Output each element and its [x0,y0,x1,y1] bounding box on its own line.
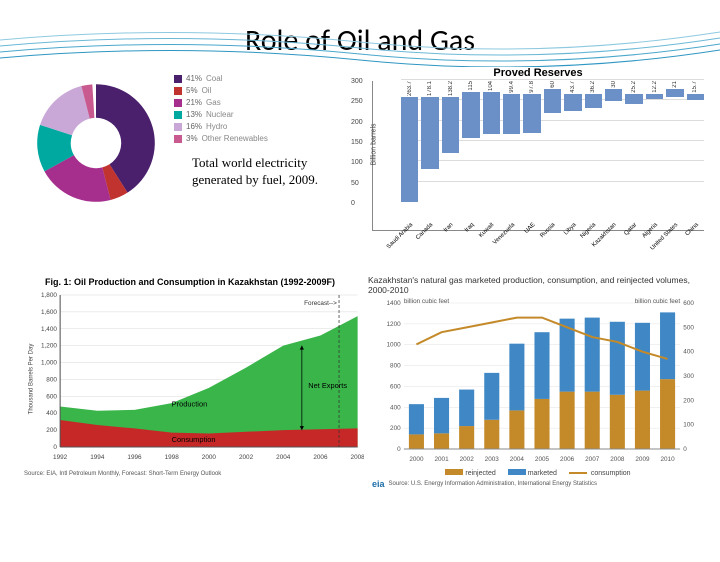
page-title: Role of Oil and Gas [0,22,720,59]
svg-text:500: 500 [683,325,694,332]
svg-text:2000: 2000 [409,457,424,464]
svg-text:2009: 2009 [635,457,650,464]
svg-text:1,400: 1,400 [41,326,58,333]
svg-text:0: 0 [397,447,401,454]
svg-text:400: 400 [683,349,694,356]
svg-text:2006: 2006 [560,457,575,464]
svg-text:600: 600 [390,384,401,391]
kz-oil-chart: 0 200 400 600 800 1,000 1,200 1,400 1,600 1,800 19… [24,289,364,469]
svg-text:200: 200 [683,398,694,405]
donut-caption: Total world electricity generated by fue… [192,155,332,189]
svg-text:0: 0 [53,444,57,451]
svg-text:2008: 2008 [610,457,625,464]
kz-gas-title: Kazakhstan's natural gas marketed produc… [368,275,708,295]
svg-text:1994: 1994 [90,454,105,461]
svg-text:2006: 2006 [313,454,328,461]
svg-text:1,800: 1,800 [41,292,58,299]
svg-text:2004: 2004 [276,454,291,461]
svg-text:400: 400 [46,410,57,417]
reserves-panel: Proved Reserves Billion barrels 263.7Sau… [368,67,708,267]
svg-text:Thousand Barrels Per Day: Thousand Barrels Per Day [27,343,34,415]
svg-text:800: 800 [46,377,57,384]
svg-text:1,200: 1,200 [41,343,58,350]
svg-text:2004: 2004 [510,457,525,464]
svg-text:200: 200 [46,427,57,434]
kz-oil-panel: Fig. 1: Oil Production and Consumption i… [20,275,360,515]
reserves-ylabel: Billion barrels [371,123,378,165]
legend-consumption: consumption [591,470,631,477]
eia-logo: eia [372,479,385,489]
svg-text:1400: 1400 [387,301,402,308]
legend-marketed: marketed [528,470,557,477]
donut-legend: 41%Coal5%Oil21%Gas13%Nuclear16%Hydro3%Ot… [174,73,332,145]
svg-text:100: 100 [683,422,694,429]
kz-oil-source: Source: EIA, Intl Petroleum Monthly, For… [24,471,360,477]
svg-text:800: 800 [390,363,401,370]
svg-text:1992: 1992 [53,454,68,461]
svg-text:2000: 2000 [202,454,217,461]
svg-text:Production: Production [172,400,208,409]
svg-text:300: 300 [683,374,694,381]
kz-gas-source-text: Source: U.S. Energy Information Administ… [389,481,597,487]
svg-text:200: 200 [390,426,401,433]
reserves-title: Proved Reserves [368,67,708,79]
kz-gas-panel: Kazakhstan's natural gas marketed produc… [368,275,708,515]
svg-text:1,600: 1,600 [41,309,58,316]
svg-text:2008: 2008 [351,454,364,461]
svg-text:1996: 1996 [127,454,142,461]
svg-text:2001: 2001 [434,457,449,464]
svg-text:1,000: 1,000 [41,360,58,367]
svg-text:0: 0 [683,447,687,454]
svg-text:1200: 1200 [387,321,402,328]
kz-gas-source: eia Source: U.S. Energy Information Admi… [372,479,708,489]
svg-text:400: 400 [390,405,401,412]
svg-text:2002: 2002 [460,457,475,464]
svg-text:billion cubic feet: billion cubic feet [404,299,450,306]
svg-text:Net Exports: Net Exports [308,381,347,390]
svg-text:1000: 1000 [387,342,402,349]
kz-oil-title: Fig. 1: Oil Production and Consumption i… [20,277,360,287]
svg-text:600: 600 [683,301,694,308]
donut-chart [26,73,166,213]
svg-text:600: 600 [46,393,57,400]
svg-text:Consumption: Consumption [172,435,216,444]
reserves-chart: Billion barrels 263.7Saudi Arabia178.1Ca… [372,81,704,231]
svg-text:2003: 2003 [485,457,500,464]
donut-panel: 41%Coal5%Oil21%Gas13%Nuclear16%Hydro3%Ot… [20,67,360,267]
kz-gas-chart: 0 200 400 600 800 1000 1200 1400 0 100 200 300 400 50… [372,297,712,467]
kz-gas-legend: reinjected marketed consumption [368,469,708,477]
svg-text:2010: 2010 [660,457,675,464]
svg-text:billion cubic feet: billion cubic feet [635,299,681,306]
svg-text:2005: 2005 [535,457,550,464]
svg-text:Forecast-->: Forecast--> [304,300,337,307]
svg-text:2002: 2002 [239,454,254,461]
svg-text:2007: 2007 [585,457,600,464]
svg-text:1998: 1998 [165,454,180,461]
legend-reinjected: reinjected [465,470,495,477]
